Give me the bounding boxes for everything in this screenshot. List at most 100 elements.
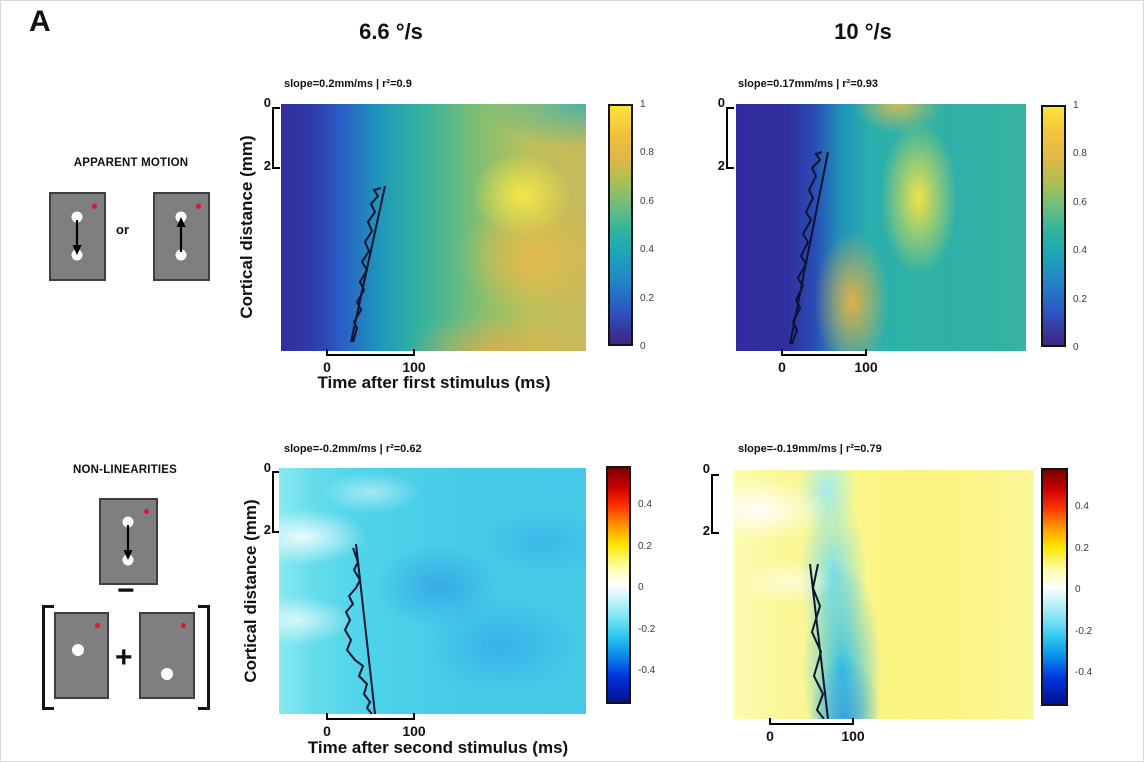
fixation-dot	[95, 623, 100, 628]
colorbar-bottom-left	[606, 466, 631, 704]
plus-operator: +	[115, 641, 133, 674]
x-axis-tick-mark	[413, 713, 415, 720]
colorbar-tick-label: 0	[1075, 584, 1081, 595]
colorbar-tick-label: 0.2	[638, 541, 652, 552]
x-tick-100: 100	[402, 723, 426, 739]
stimulus-frame-nl-motion	[99, 498, 158, 585]
y-axis-line	[711, 474, 713, 534]
colorbar-bottom-right	[1041, 468, 1068, 706]
colorbar-tick-label: 0.6	[640, 196, 654, 207]
fixation-dot	[196, 204, 201, 209]
plot-title-bottom-left: slope=-0.2mm/ms | r²=0.62	[284, 443, 422, 455]
y-tick-2: 2	[717, 158, 725, 173]
heatmap-bottom-left	[279, 468, 586, 714]
colorbar-tick-label: 0.6	[1073, 197, 1087, 208]
left-bracket	[42, 605, 54, 710]
x-axis-tick-mark	[769, 718, 771, 725]
non-linearities-label: NON-LINEARITIES	[73, 464, 177, 476]
fixation-dot	[92, 204, 97, 209]
latency-trace-bottom-left	[343, 543, 376, 714]
stimulus-frame-nl-dot-upper	[54, 612, 109, 699]
x-tick-100: 100	[841, 728, 865, 744]
colorbar-tick-label: 1	[1073, 100, 1079, 111]
colorbar-tick-label: 0.8	[640, 147, 654, 158]
x-axis-tick-mark	[852, 718, 854, 725]
x-axis-line	[781, 354, 867, 356]
y-axis-tick-mark	[274, 471, 280, 473]
y-tick-2: 2	[702, 523, 710, 538]
colorbar-tick-label: 0.4	[638, 499, 652, 510]
single-dot-graphic	[161, 668, 173, 680]
colorbar-tick-label: 0.4	[640, 244, 654, 255]
single-dot-graphic	[72, 644, 84, 656]
stimulus-frame-nl-dot-lower	[139, 612, 195, 699]
motion-arrow-down-graphic	[71, 211, 83, 261]
x-axis-tick-mark	[781, 349, 783, 356]
fixation-dot	[144, 509, 149, 514]
x-tick-0: 0	[323, 723, 331, 739]
x-tick-100: 100	[854, 359, 878, 375]
latency-trace-bottom-right	[809, 563, 829, 719]
column-header-speed-6-6: 6.6 °/s	[359, 19, 423, 44]
column-header-speed-10: 10 °/s	[834, 19, 892, 44]
y-axis-tick-mark	[274, 107, 280, 109]
colorbar-tick-label: 0.4	[1073, 245, 1087, 256]
apparent-motion-label: APPARENT MOTION	[73, 157, 189, 169]
minus-operator: −	[117, 574, 135, 607]
plot-title-top-right: slope=0.17mm/ms | r²=0.93	[738, 78, 879, 90]
y-axis-tick-mark	[274, 531, 280, 533]
y-axis-label: Cortical distance (mm)	[237, 135, 256, 319]
colorbar-tick-label: 1	[640, 99, 646, 110]
x-axis-line	[769, 723, 854, 725]
x-tick-0: 0	[323, 359, 331, 375]
colorbar-tick-label: 0	[640, 341, 646, 352]
x-axis-label-second-stimulus: Time after second stimulus (ms)	[307, 738, 569, 757]
y-axis-line	[272, 107, 274, 169]
colorbar-tick-label: 0	[638, 582, 644, 593]
colorbar-tick-label: 0	[1073, 342, 1079, 353]
colorbar-tick-label: 0.2	[1073, 294, 1087, 305]
y-axis-tick-mark	[728, 107, 734, 109]
x-axis-tick-mark	[865, 349, 867, 356]
y-tick-0: 0	[263, 460, 271, 475]
latency-trace-top-right	[789, 151, 829, 345]
y-tick-0: 0	[702, 461, 710, 476]
x-axis-label-first-stimulus: Time after first stimulus (ms)	[317, 373, 551, 392]
x-axis-tick-mark	[413, 349, 415, 356]
right-bracket	[198, 605, 210, 710]
x-tick-0: 0	[766, 728, 774, 744]
colorbar-tick-label: -0.4	[638, 665, 656, 676]
heatmap-top-left	[281, 104, 586, 351]
colorbar-tick-label: -0.4	[1075, 667, 1093, 678]
colorbar-tick-label: -0.2	[1075, 626, 1093, 637]
y-axis-tick-mark	[728, 167, 734, 169]
y-tick-2: 2	[263, 522, 271, 537]
heatmap-top-right	[736, 104, 1026, 351]
colorbar-top-left	[608, 104, 633, 346]
y-axis-line	[726, 107, 728, 169]
y-axis-line	[272, 471, 274, 533]
colorbar-tick-label: -0.2	[638, 624, 656, 635]
x-tick-100: 100	[402, 359, 426, 375]
x-axis-line	[326, 718, 415, 720]
colorbar-tick-label: 0.4	[1075, 501, 1089, 512]
latency-trace-top-left	[350, 185, 386, 343]
colorbar-tick-label: 0.8	[1073, 148, 1087, 159]
fixation-dot	[181, 623, 186, 628]
x-axis-tick-mark	[326, 349, 328, 356]
y-tick-2: 2	[263, 158, 271, 173]
panel-label: A	[29, 5, 51, 38]
y-tick-0: 0	[717, 95, 725, 110]
plot-title-bottom-right: slope=-0.19mm/ms | r²=0.79	[738, 443, 882, 455]
heatmap-bottom-right	[734, 470, 1034, 719]
colorbar-tick-label: 0.2	[1075, 543, 1089, 554]
x-axis-line	[326, 354, 415, 356]
y-axis-tick-mark	[274, 167, 280, 169]
colorbar-tick-label: 0.2	[640, 293, 654, 304]
x-tick-0: 0	[778, 359, 786, 375]
stimulus-frame-am-down	[49, 192, 106, 281]
stimulus-frame-am-up	[153, 192, 210, 281]
x-axis-tick-mark	[326, 713, 328, 720]
y-axis-tick-mark	[713, 532, 719, 534]
